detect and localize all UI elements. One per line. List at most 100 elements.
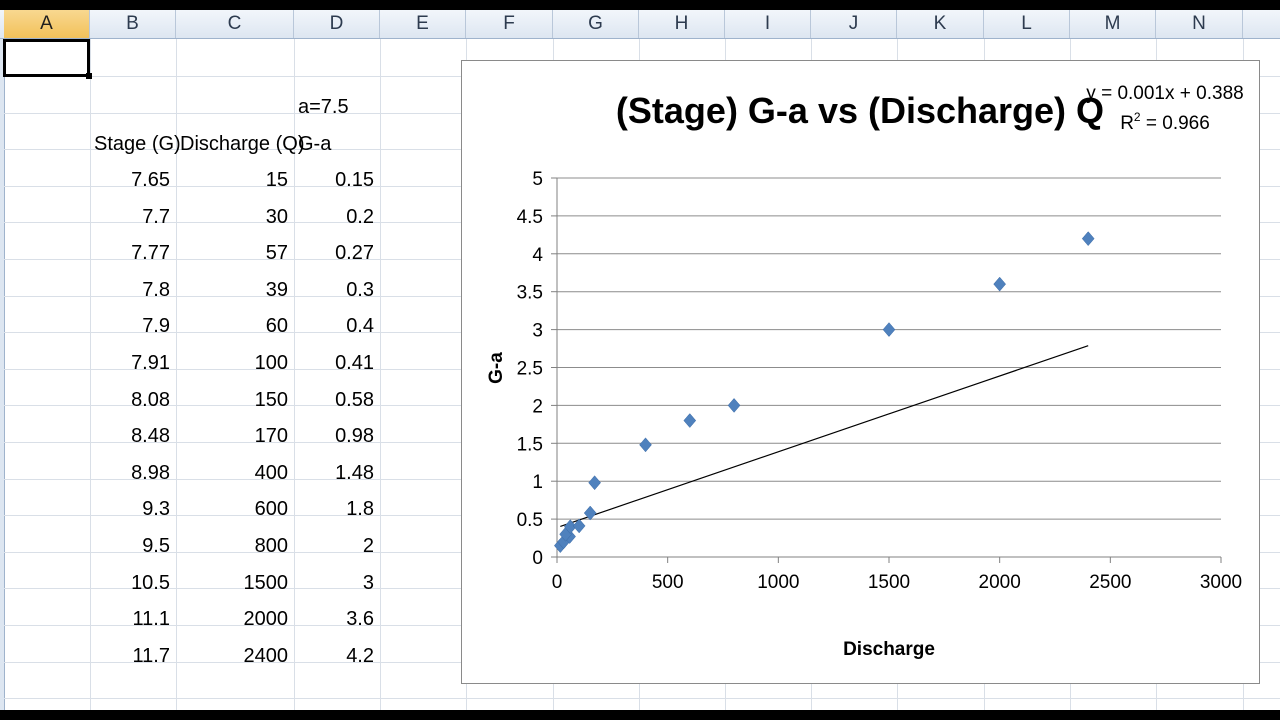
cell-stage[interactable]: 7.9 xyxy=(142,315,170,337)
column-gridline xyxy=(90,39,91,710)
data-point xyxy=(583,505,597,521)
cell-ga[interactable]: 0.4 xyxy=(346,315,374,337)
column-header-k[interactable]: K xyxy=(897,10,984,38)
cell-discharge[interactable]: 100 xyxy=(254,352,288,374)
cell-stage[interactable]: 8.48 xyxy=(131,425,170,447)
cell-ga[interactable]: 0.15 xyxy=(335,169,374,191)
row-header-strip xyxy=(0,39,5,710)
column-header-e[interactable]: E xyxy=(380,10,466,38)
chart-canvas: (Stage) G-a vs (Discharge) Q y = 0.001x … xyxy=(486,83,1244,660)
x-tick-label: 3000 xyxy=(1200,572,1242,593)
cell-ga[interactable]: 4.2 xyxy=(346,645,374,667)
column-header-l[interactable]: L xyxy=(984,10,1070,38)
cell-discharge[interactable]: 30 xyxy=(265,206,288,228)
cell-ga[interactable]: 1.48 xyxy=(335,462,374,484)
data-point xyxy=(572,518,586,534)
cell-stage[interactable]: 11.1 xyxy=(132,608,170,630)
x-tick-label: 1500 xyxy=(868,572,910,593)
cell-discharge[interactable]: 800 xyxy=(254,535,288,557)
y-tick-label: 4 xyxy=(532,245,543,266)
cell-discharge[interactable]: 1500 xyxy=(243,572,289,594)
cell-stage[interactable]: 7.91 xyxy=(131,352,170,374)
cell-ga[interactable]: 0.2 xyxy=(346,206,374,228)
y-tick-label: 5 xyxy=(532,169,543,190)
cell-stage[interactable]: 7.77 xyxy=(131,242,170,264)
data-point xyxy=(1081,231,1095,247)
cell-ga[interactable]: 0.98 xyxy=(335,425,374,447)
cell-stage[interactable]: 11.7 xyxy=(132,645,170,667)
cell-stage[interactable]: 9.5 xyxy=(142,535,170,557)
data-point xyxy=(727,398,741,413)
y-tick-label: 1 xyxy=(532,472,543,493)
column-header-g[interactable]: G xyxy=(553,10,639,38)
r-squared-sup: 2 xyxy=(1134,110,1141,124)
cell-stage[interactable]: 7.7 xyxy=(142,206,170,228)
x-tick-label: 1000 xyxy=(757,572,799,593)
cell-discharge[interactable]: 400 xyxy=(254,462,288,484)
cell-ga[interactable]: 0.41 xyxy=(335,352,374,374)
column-header-m[interactable]: M xyxy=(1070,10,1156,38)
data-point xyxy=(588,475,601,491)
scatter-chart[interactable]: (Stage) G-a vs (Discharge) Q y = 0.001x … xyxy=(461,60,1260,684)
column-header-b[interactable]: B xyxy=(90,10,176,38)
cell-stage[interactable]: 7.8 xyxy=(142,279,170,301)
cell-a-value[interactable]: a=7.5 xyxy=(298,96,349,118)
cell-discharge[interactable]: 170 xyxy=(254,425,288,447)
cell-discharge[interactable]: 150 xyxy=(254,389,288,411)
cell-stage[interactable]: 9.3 xyxy=(142,498,170,520)
header-ga[interactable]: G-a xyxy=(298,133,332,155)
cell-stage[interactable]: 8.08 xyxy=(131,389,170,411)
fill-handle[interactable] xyxy=(86,73,92,79)
cell-ga[interactable]: 0.58 xyxy=(335,389,374,411)
y-tick-label: 0.5 xyxy=(517,510,543,531)
column-header-a[interactable]: A xyxy=(4,10,90,38)
active-cell-a1[interactable] xyxy=(3,39,90,77)
y-tick-label: 1.5 xyxy=(517,434,543,455)
cell-discharge[interactable]: 2400 xyxy=(243,645,289,667)
y-tick-label: 2.5 xyxy=(517,359,543,380)
column-header-d[interactable]: D xyxy=(294,10,380,38)
cell-discharge[interactable]: 600 xyxy=(254,498,288,520)
cell-ga[interactable]: 1.8 xyxy=(346,498,374,520)
row-gridline xyxy=(4,698,1280,699)
cell-stage[interactable]: 7.65 xyxy=(131,169,170,191)
data-point xyxy=(993,276,1006,292)
r-squared-r: R xyxy=(1120,113,1134,134)
column-gridline xyxy=(176,39,177,710)
cell-ga[interactable]: 0.3 xyxy=(346,279,374,301)
cell-stage[interactable]: 10.5 xyxy=(131,572,170,594)
y-tick-label: 0 xyxy=(532,548,543,569)
cell-stage[interactable]: 8.98 xyxy=(131,462,170,484)
column-header-f[interactable]: F xyxy=(466,10,553,38)
cell-ga[interactable]: 2 xyxy=(362,535,374,557)
cell-discharge[interactable]: 60 xyxy=(265,315,288,337)
cell-discharge[interactable]: 2000 xyxy=(243,608,289,630)
header-discharge[interactable]: Discharge (Q) xyxy=(180,133,305,155)
x-tick-label: 2000 xyxy=(979,572,1021,593)
column-header-j[interactable]: J xyxy=(811,10,897,38)
cell-ga[interactable]: 0.27 xyxy=(335,242,374,264)
cell-discharge[interactable]: 39 xyxy=(265,279,288,301)
y-tick-label: 2 xyxy=(532,396,543,417)
cell-ga[interactable]: 3.6 xyxy=(346,608,374,630)
column-header-n[interactable]: N xyxy=(1156,10,1243,38)
cell-ga[interactable]: 3 xyxy=(362,572,374,594)
x-axis-label: Discharge xyxy=(843,639,935,660)
column-gridline xyxy=(380,39,381,710)
cell-discharge[interactable]: 15 xyxy=(265,169,288,191)
data-point xyxy=(882,322,896,337)
column-header-i[interactable]: I xyxy=(725,10,811,38)
y-tick-label: 3.5 xyxy=(517,283,543,304)
y-tick-label: 4.5 xyxy=(517,207,543,228)
cell-discharge[interactable]: 57 xyxy=(265,242,288,264)
header-stage[interactable]: Stage (G) xyxy=(94,133,181,155)
trendline xyxy=(560,345,1089,528)
x-tick-label: 2500 xyxy=(1089,572,1131,593)
column-header-c[interactable]: C xyxy=(176,10,294,38)
data-point xyxy=(683,413,697,428)
column-header-h[interactable]: H xyxy=(639,10,725,38)
y-tick-label: 3 xyxy=(532,321,543,342)
y-axis-label: G-a xyxy=(486,352,507,384)
